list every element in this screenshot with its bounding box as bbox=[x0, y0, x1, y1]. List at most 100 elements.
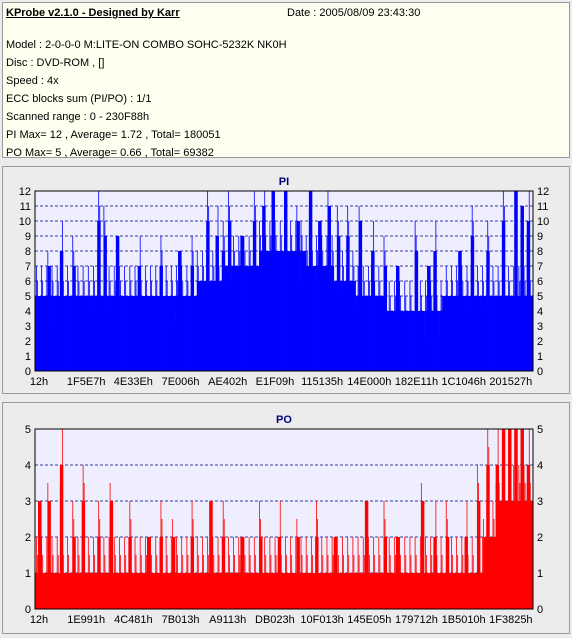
pi-spike bbox=[50, 326, 52, 371]
po-spike bbox=[113, 537, 115, 609]
pi-spike bbox=[332, 251, 334, 371]
po-bar bbox=[402, 573, 406, 609]
po-spike bbox=[101, 591, 103, 609]
po-xtick-label: 179712h bbox=[395, 614, 438, 626]
pi-spike bbox=[312, 251, 313, 371]
po-spike bbox=[423, 519, 424, 609]
po-spike bbox=[259, 501, 260, 609]
pi-ytick-left: 0 bbox=[25, 366, 31, 378]
pi-spike bbox=[382, 326, 384, 371]
pi-spike bbox=[206, 251, 207, 371]
pi-spike bbox=[251, 281, 253, 371]
po-spike bbox=[390, 573, 392, 609]
pi-spike bbox=[269, 221, 271, 371]
po-spike bbox=[208, 555, 210, 609]
pi-spike bbox=[441, 296, 443, 371]
pi-spike bbox=[479, 296, 480, 371]
pi-spike bbox=[87, 266, 89, 371]
po-spike bbox=[333, 537, 335, 609]
pi-spike bbox=[297, 221, 299, 371]
po-spike bbox=[54, 591, 56, 609]
po-spike bbox=[458, 573, 460, 609]
pi-spike bbox=[403, 341, 405, 371]
po-spike bbox=[369, 555, 370, 609]
pi-spike bbox=[429, 296, 431, 371]
po-spike bbox=[222, 501, 224, 609]
pi-spike bbox=[378, 266, 380, 371]
pi-spike bbox=[108, 266, 110, 371]
po-spike bbox=[442, 573, 444, 609]
pi-spike bbox=[369, 281, 370, 371]
po-spike bbox=[509, 429, 510, 609]
pi-spike bbox=[508, 266, 509, 371]
pi-spike bbox=[127, 311, 129, 371]
pi-spike bbox=[408, 341, 410, 371]
pi-spike bbox=[55, 326, 57, 371]
pi-spike bbox=[474, 311, 476, 371]
pi-spike bbox=[389, 296, 391, 371]
pi-spike bbox=[480, 311, 481, 371]
pi-ytick-right: 4 bbox=[537, 306, 543, 318]
pi-spike bbox=[435, 221, 437, 371]
po-spike bbox=[447, 537, 449, 609]
po-spike bbox=[354, 573, 356, 609]
po-spike bbox=[310, 537, 312, 609]
pi-ytick-left: 12 bbox=[19, 186, 31, 198]
pi-spike bbox=[522, 236, 524, 371]
pi-spike bbox=[298, 236, 300, 371]
info-disc: Disc : DVD-ROM , [] bbox=[6, 57, 105, 69]
po-spike bbox=[264, 537, 266, 609]
pi-spike bbox=[365, 311, 367, 371]
po-spike bbox=[326, 537, 328, 609]
pi-xtick-label: 7E006h bbox=[162, 376, 200, 388]
pi-spike bbox=[260, 236, 261, 371]
pi-spike bbox=[80, 311, 82, 371]
pi-spike bbox=[98, 191, 100, 371]
pi-spike bbox=[192, 251, 194, 371]
pi-spike bbox=[471, 206, 473, 371]
po-spike bbox=[181, 537, 183, 609]
pi-spike bbox=[143, 326, 145, 371]
pi-spike bbox=[294, 281, 296, 371]
po-spike bbox=[74, 537, 76, 609]
po-bar bbox=[184, 573, 188, 609]
po-spike bbox=[527, 501, 529, 609]
po-spike bbox=[316, 501, 317, 609]
pi-spike bbox=[324, 281, 326, 371]
pi-spike bbox=[209, 281, 211, 371]
pi-spike bbox=[53, 296, 55, 371]
pi-spike bbox=[76, 326, 78, 371]
pi-spike bbox=[328, 206, 330, 371]
po-spike bbox=[491, 573, 493, 609]
po-spike bbox=[85, 591, 87, 609]
po-spike bbox=[323, 573, 325, 609]
pi-ytick-right: 11 bbox=[537, 201, 548, 213]
po-spike bbox=[79, 573, 81, 609]
pi-spike bbox=[240, 236, 242, 371]
pi-xtick-label: 14E000h bbox=[347, 376, 391, 388]
pi-spike bbox=[514, 191, 516, 371]
pi-ytick-right: 9 bbox=[537, 231, 543, 243]
pi-spike bbox=[380, 296, 382, 371]
po-spike bbox=[189, 591, 191, 609]
po-spike bbox=[521, 447, 523, 609]
pi-spike bbox=[149, 326, 150, 371]
po-spike bbox=[119, 537, 120, 609]
pi-spike bbox=[220, 296, 222, 371]
po-spike bbox=[93, 537, 94, 609]
po-spike bbox=[288, 591, 289, 609]
po-spike bbox=[282, 591, 284, 609]
pi-spike bbox=[513, 266, 515, 371]
po-spike bbox=[297, 537, 299, 609]
po-spike bbox=[380, 573, 382, 609]
pi-spike bbox=[304, 281, 306, 371]
pi-spike bbox=[407, 326, 409, 371]
po-spike bbox=[130, 519, 132, 609]
po-spike bbox=[136, 573, 138, 609]
pi-spike bbox=[428, 281, 430, 371]
po-spike bbox=[313, 573, 314, 609]
po-ytick-right: 1 bbox=[537, 568, 543, 580]
po-spike bbox=[484, 537, 486, 609]
pi-spike bbox=[515, 191, 517, 371]
po-spike bbox=[343, 555, 344, 609]
